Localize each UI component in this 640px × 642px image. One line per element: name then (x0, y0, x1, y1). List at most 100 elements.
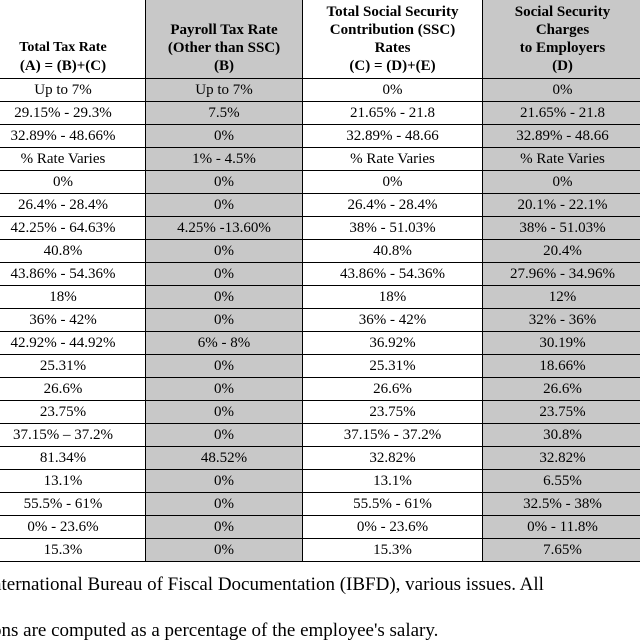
table-header-row: Total Tax Rate(A) = (B)+(C)Payroll Tax R… (0, 0, 640, 79)
table-cell: 26.6% (303, 378, 483, 401)
table-cell: 7.65% (483, 539, 640, 562)
column-header-line: Payroll Tax Rate (146, 21, 302, 39)
table-cell: 1% - 4.5% (146, 148, 303, 171)
table-cell: 0% (483, 171, 640, 194)
column-header-line: Charges (483, 21, 640, 39)
table-body: Up to 7%Up to 7%0%0%29.15% - 29.3%7.5%21… (0, 79, 640, 562)
table-cell: 42.92% - 44.92% (0, 332, 146, 355)
table-cell: 43.86% - 54.36% (0, 263, 146, 286)
table-cell: 0% (146, 378, 303, 401)
table-cell: 26.4% - 28.4% (0, 194, 146, 217)
footnote-computation: ons are computed as a percentage of the … (0, 620, 438, 642)
column-header-1: Payroll Tax Rate(Other than SSC)(B) (146, 0, 303, 79)
table-cell: 32.82% (303, 447, 483, 470)
table-cell: 32% - 36% (483, 309, 640, 332)
table-cell: 13.1% (303, 470, 483, 493)
table-cell: 20.4% (483, 240, 640, 263)
column-header-line: to Employers (483, 39, 640, 57)
table-cell: 15.3% (0, 539, 146, 562)
table-cell: 6% - 8% (146, 332, 303, 355)
table-cell: % Rate Varies (483, 148, 640, 171)
table-cell: 0% (146, 539, 303, 562)
table-row: 40.8%0%40.8%20.4% (0, 240, 640, 263)
table-cell: % Rate Varies (0, 148, 146, 171)
table-row: 25.31%0%25.31%18.66% (0, 355, 640, 378)
table-row: 0% - 23.6%0%0% - 23.6%0% - 11.8% (0, 516, 640, 539)
table-cell: 32.89% - 48.66 (303, 125, 483, 148)
table-cell: 23.75% (0, 401, 146, 424)
table-cell: 30.19% (483, 332, 640, 355)
table-cell: 37.15% - 37.2% (303, 424, 483, 447)
table-cell: 6.55% (483, 470, 640, 493)
column-header-line: Social Security (483, 3, 640, 21)
table-cell: 48.52% (146, 447, 303, 470)
table-cell: 21.65% - 21.8 (303, 102, 483, 125)
table-row: 0%0%0%0% (0, 171, 640, 194)
table-cell: Up to 7% (0, 79, 146, 102)
column-header-0: Total Tax Rate(A) = (B)+(C) (0, 0, 146, 79)
table-cell: 42.25% - 64.63% (0, 217, 146, 240)
table-cell: 55.5% - 61% (0, 493, 146, 516)
table-cell: 13.1% (0, 470, 146, 493)
table-cell: 27.96% - 34.96% (483, 263, 640, 286)
table-cell: 30.8% (483, 424, 640, 447)
table-cell: 0% (146, 424, 303, 447)
table-cell: 0% (146, 171, 303, 194)
column-header-line: Total Social Security (303, 3, 482, 21)
table-cell: 0% (483, 79, 640, 102)
table-cell: 81.34% (0, 447, 146, 470)
table-row: 18%0%18%12% (0, 286, 640, 309)
table-cell: 15.3% (303, 539, 483, 562)
table-cell: 0% (146, 263, 303, 286)
table-cell: 0% (146, 286, 303, 309)
table-cell: 0% (146, 516, 303, 539)
table-cell: 21.65% - 21.8 (483, 102, 640, 125)
table-row: 43.86% - 54.36%0%43.86% - 54.36%27.96% -… (0, 263, 640, 286)
table-cell: 18% (0, 286, 146, 309)
column-header-line: Rates (303, 39, 482, 57)
table-row: 42.25% - 64.63%4.25% -13.60%38% - 51.03%… (0, 217, 640, 240)
table-cell: 0% (0, 171, 146, 194)
table-cell: 25.31% (303, 355, 483, 378)
table-row: 81.34%48.52%32.82%32.82% (0, 447, 640, 470)
table-cell: 32.5% - 38% (483, 493, 640, 516)
table-cell: 20.1% - 22.1% (483, 194, 640, 217)
table-cell: 26.4% - 28.4% (303, 194, 483, 217)
table-cell: 43.86% - 54.36% (303, 263, 483, 286)
table-cell: 38% - 51.03% (483, 217, 640, 240)
table-cell: 25.31% (0, 355, 146, 378)
table-cell: 18.66% (483, 355, 640, 378)
table-cell: 55.5% - 61% (303, 493, 483, 516)
table-cell: 0% (303, 171, 483, 194)
column-header-line: (C) = (D)+(E) (303, 57, 482, 75)
table-row: 26.6%0%26.6%26.6% (0, 378, 640, 401)
footnote-source: nternational Bureau of Fiscal Documentat… (0, 574, 544, 596)
table-cell: 40.8% (0, 240, 146, 263)
table-row: 15.3%0%15.3%7.65% (0, 539, 640, 562)
table-row: 55.5% - 61%0%55.5% - 61%32.5% - 38% (0, 493, 640, 516)
table-cell: 38% - 51.03% (303, 217, 483, 240)
table-cell: 32.89% - 48.66 (483, 125, 640, 148)
table-cell: 26.6% (483, 378, 640, 401)
table-cell: 0% - 23.6% (303, 516, 483, 539)
table-cell: 0% (146, 125, 303, 148)
table-cell: 18% (303, 286, 483, 309)
table-cell: 0% (146, 240, 303, 263)
column-header-line: (Other than SSC) (146, 39, 302, 57)
tax-rate-table: Total Tax Rate(A) = (B)+(C)Payroll Tax R… (0, 0, 640, 562)
table-cell: 0% - 11.8% (483, 516, 640, 539)
table-cell: 7.5% (146, 102, 303, 125)
table-cell: 0% (146, 470, 303, 493)
table-cell: 23.75% (303, 401, 483, 424)
column-header-line: (A) = (B)+(C) (0, 57, 145, 75)
column-header-line: Contribution (SSC) (303, 21, 482, 39)
table-cell: 0% (146, 401, 303, 424)
table-cell: % Rate Varies (303, 148, 483, 171)
table-cell: 36% - 42% (303, 309, 483, 332)
table-cell: 12% (483, 286, 640, 309)
